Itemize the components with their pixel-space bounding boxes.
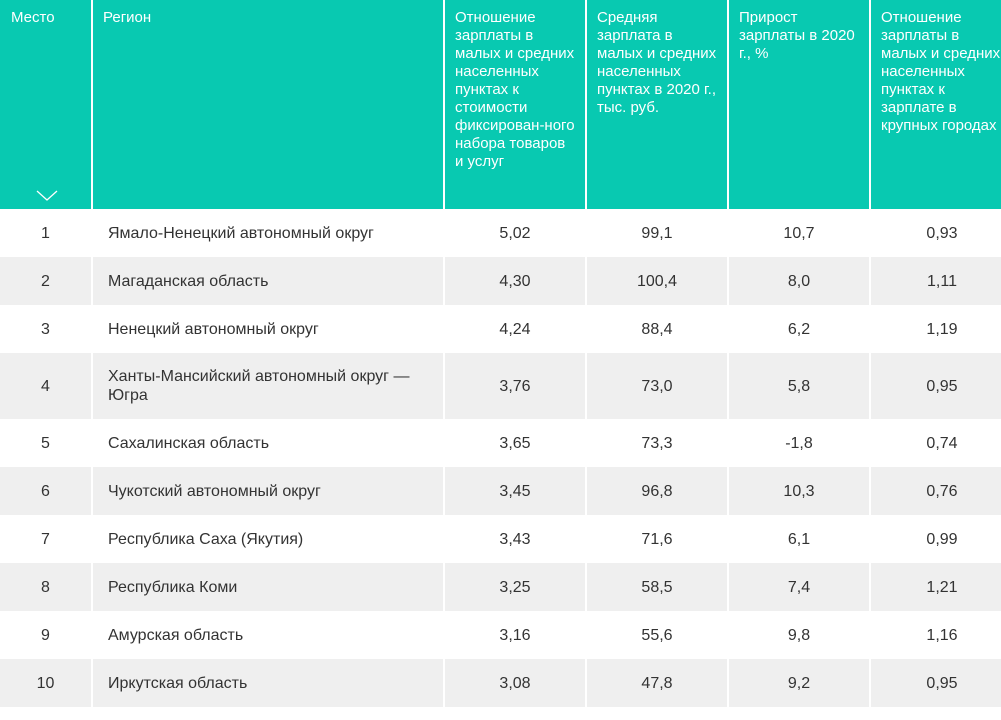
table-row: 1 Ямало-Ненецкий автономный округ 5,02 9… (0, 209, 1001, 257)
table-row: 2 Магаданская область 4,30 100,4 8,0 1,1… (0, 257, 1001, 305)
cell-ratio-cities: 0,95 (871, 353, 1001, 419)
cell-region: Ямало-Ненецкий автономный округ (93, 209, 443, 257)
cell-avg-salary: 73,0 (587, 353, 727, 419)
cell-place: 3 (0, 305, 91, 353)
cell-growth: 6,2 (729, 305, 869, 353)
table-row: 7 Республика Саха (Якутия) 3,43 71,6 6,1… (0, 515, 1001, 563)
cell-ratio-basket: 4,24 (445, 305, 585, 353)
cell-region: Республика Саха (Якутия) (93, 515, 443, 563)
cell-growth: -1,8 (729, 419, 869, 467)
cell-ratio-basket: 4,30 (445, 257, 585, 305)
cell-growth: 9,8 (729, 611, 869, 659)
cell-growth: 9,2 (729, 659, 869, 707)
cell-avg-salary: 47,8 (587, 659, 727, 707)
cell-ratio-basket: 3,25 (445, 563, 585, 611)
cell-region: Республика Коми (93, 563, 443, 611)
table-row: 6 Чукотский автономный округ 3,45 96,8 1… (0, 467, 1001, 515)
table-row: 5 Сахалинская область 3,65 73,3 -1,8 0,7… (0, 419, 1001, 467)
cell-growth: 8,0 (729, 257, 869, 305)
cell-ratio-basket: 3,16 (445, 611, 585, 659)
cell-ratio-cities: 1,21 (871, 563, 1001, 611)
column-header-label: Средняя зарплата в малых и средних насел… (597, 9, 717, 116)
cell-avg-salary: 99,1 (587, 209, 727, 257)
table-row: 4 Ханты-Мансийский автономный округ — Юг… (0, 353, 1001, 419)
cell-avg-salary: 71,6 (587, 515, 727, 563)
cell-place: 8 (0, 563, 91, 611)
column-header-label: Прирост зарплаты в 2020 г., % (739, 9, 855, 62)
cell-ratio-cities: 0,93 (871, 209, 1001, 257)
column-header-avg-salary[interactable]: Средняя зарплата в малых и средних насел… (587, 0, 727, 209)
table-row: 8 Республика Коми 3,25 58,5 7,4 1,21 (0, 563, 1001, 611)
cell-place: 10 (0, 659, 91, 707)
cell-avg-salary: 88,4 (587, 305, 727, 353)
cell-ratio-basket: 3,45 (445, 467, 585, 515)
column-header-ratio-basket[interactable]: Отношение зарплаты в малых и средних нас… (445, 0, 585, 209)
cell-region: Магаданская область (93, 257, 443, 305)
cell-ratio-cities: 0,74 (871, 419, 1001, 467)
cell-ratio-cities: 1,16 (871, 611, 1001, 659)
cell-ratio-cities: 1,11 (871, 257, 1001, 305)
cell-growth: 6,1 (729, 515, 869, 563)
cell-growth: 10,7 (729, 209, 869, 257)
column-header-place[interactable]: Место (0, 0, 91, 209)
table-row: 10 Иркутская область 3,08 47,8 9,2 0,95 (0, 659, 1001, 707)
cell-place: 7 (0, 515, 91, 563)
cell-avg-salary: 100,4 (587, 257, 727, 305)
column-header-ratio-cities[interactable]: Отношение зарплаты в малых и средних нас… (871, 0, 1001, 209)
cell-region: Иркутская область (93, 659, 443, 707)
cell-ratio-basket: 3,43 (445, 515, 585, 563)
column-header-label: Регион (103, 9, 152, 26)
cell-ratio-basket: 3,08 (445, 659, 585, 707)
cell-ratio-basket: 3,76 (445, 353, 585, 419)
column-header-label: Место (11, 9, 55, 26)
cell-ratio-cities: 1,19 (871, 305, 1001, 353)
cell-ratio-cities: 0,95 (871, 659, 1001, 707)
cell-avg-salary: 55,6 (587, 611, 727, 659)
cell-region: Чукотский автономный округ (93, 467, 443, 515)
column-header-label: Отношение зарплаты в малых и средних нас… (455, 9, 575, 170)
cell-place: 2 (0, 257, 91, 305)
cell-place: 5 (0, 419, 91, 467)
cell-ratio-basket: 5,02 (445, 209, 585, 257)
cell-ratio-cities: 0,76 (871, 467, 1001, 515)
cell-place: 9 (0, 611, 91, 659)
cell-region: Сахалинская область (93, 419, 443, 467)
cell-growth: 5,8 (729, 353, 869, 419)
column-header-region[interactable]: Регион (93, 0, 443, 209)
table-header-row: Место Регион Отношение зарплаты в малых … (0, 0, 1001, 209)
cell-ratio-cities: 0,99 (871, 515, 1001, 563)
column-header-label: Отношение зарплаты в малых и средних нас… (881, 9, 1001, 134)
table-row: 9 Амурская область 3,16 55,6 9,8 1,16 (0, 611, 1001, 659)
cell-ratio-basket: 3,65 (445, 419, 585, 467)
cell-avg-salary: 96,8 (587, 467, 727, 515)
table-row: 3 Ненецкий автономный округ 4,24 88,4 6,… (0, 305, 1001, 353)
cell-place: 6 (0, 467, 91, 515)
chevron-down-icon[interactable] (36, 190, 58, 202)
cell-region: Ханты-Мансийский автономный округ — Югра (93, 353, 443, 419)
cell-growth: 7,4 (729, 563, 869, 611)
cell-avg-salary: 73,3 (587, 419, 727, 467)
column-header-growth[interactable]: Прирост зарплаты в 2020 г., % (729, 0, 869, 209)
cell-growth: 10,3 (729, 467, 869, 515)
cell-place: 1 (0, 209, 91, 257)
cell-region: Ненецкий автономный округ (93, 305, 443, 353)
cell-avg-salary: 58,5 (587, 563, 727, 611)
cell-region: Амурская область (93, 611, 443, 659)
cell-place: 4 (0, 353, 91, 419)
